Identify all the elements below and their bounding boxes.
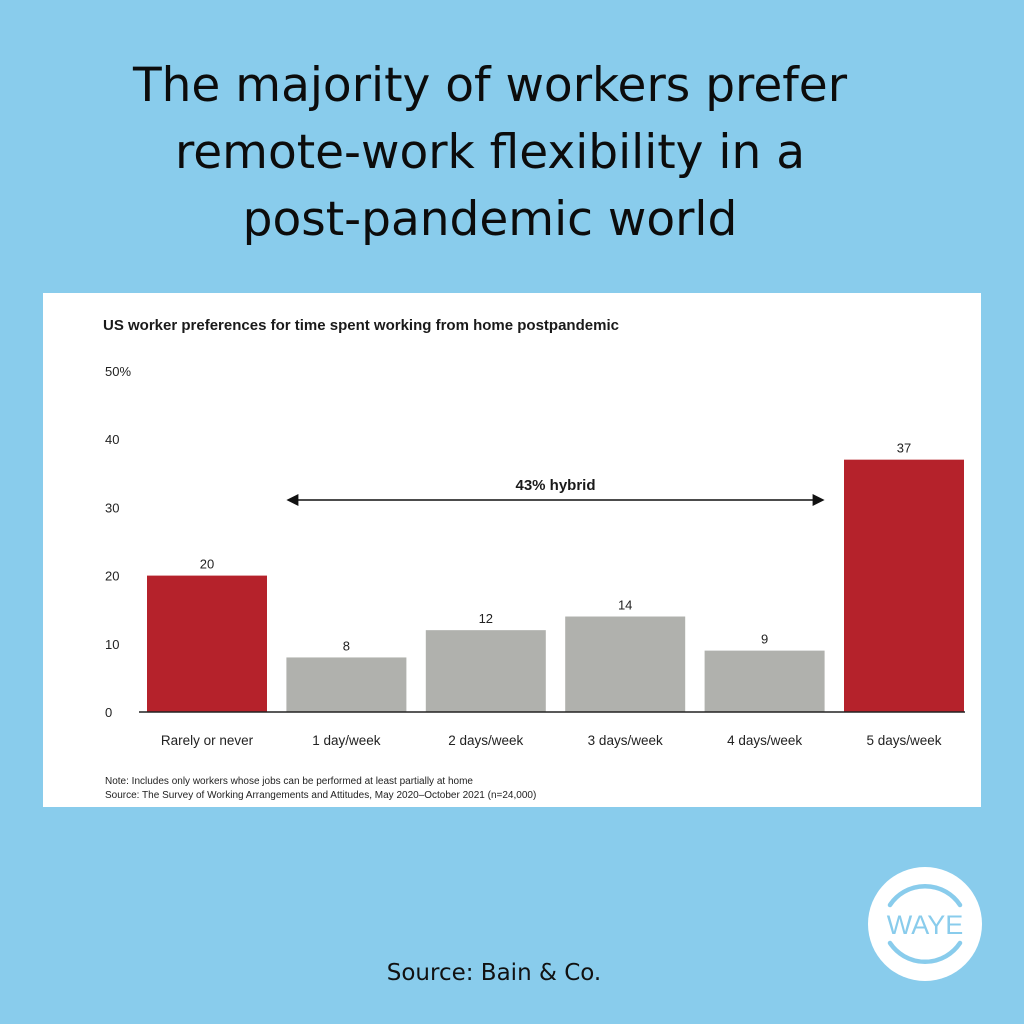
bar — [565, 616, 686, 712]
y-tick-label: 0 — [105, 705, 112, 720]
x-tick-label: Rarely or never — [161, 733, 254, 748]
bar-chart: US worker preferences for time spent wor… — [103, 317, 965, 801]
arrow-right-icon — [812, 494, 825, 506]
y-tick-label: 20 — [105, 569, 119, 584]
bar — [286, 657, 407, 712]
y-tick-label: 50% — [105, 364, 131, 379]
bar-value-label: 12 — [479, 611, 493, 626]
bar-value-label: 9 — [761, 632, 768, 647]
bar — [844, 459, 964, 712]
x-tick-label: 1 day/week — [312, 733, 381, 748]
bar-value-label: 37 — [897, 441, 911, 456]
headline-line-2: remote-work flexibility in a — [174, 125, 806, 180]
headline-line-1: The majority of workers prefer — [132, 58, 848, 113]
x-tick-label: 4 days/week — [727, 733, 802, 748]
bar — [704, 650, 825, 712]
y-tick-label: 30 — [105, 500, 119, 515]
hybrid-annotation-label: 43% hybrid — [515, 477, 595, 494]
bar — [425, 630, 546, 712]
x-tick-label: 3 days/week — [588, 733, 663, 748]
bar-value-label: 14 — [618, 598, 632, 613]
footer-source: Source: Bain & Co. — [386, 960, 602, 986]
y-tick-label: 10 — [105, 637, 119, 652]
bar-value-label: 20 — [200, 557, 214, 572]
waye-logo: WAYE — [868, 867, 982, 981]
arrow-left-icon — [286, 494, 299, 506]
waye-logo-mark: WAYE — [887, 883, 964, 965]
headline-line-3: post-pandemic world — [242, 192, 738, 247]
chart-card: US worker preferences for time spent wor… — [43, 293, 981, 807]
x-tick-label: 2 days/week — [448, 733, 523, 748]
y-tick-label: 40 — [105, 432, 119, 447]
chart-source: Source: The Survey of Working Arrangemen… — [105, 790, 536, 801]
bar — [147, 575, 267, 712]
bar-value-label: 8 — [343, 638, 350, 653]
logo-text: WAYE — [887, 910, 964, 940]
chart-note: Note: Includes only workers whose jobs c… — [105, 776, 473, 787]
x-tick-label: 5 days/week — [866, 733, 941, 748]
headline: The majority of workers prefer remote-wo… — [60, 52, 920, 253]
chart-title: US worker preferences for time spent wor… — [103, 317, 619, 334]
